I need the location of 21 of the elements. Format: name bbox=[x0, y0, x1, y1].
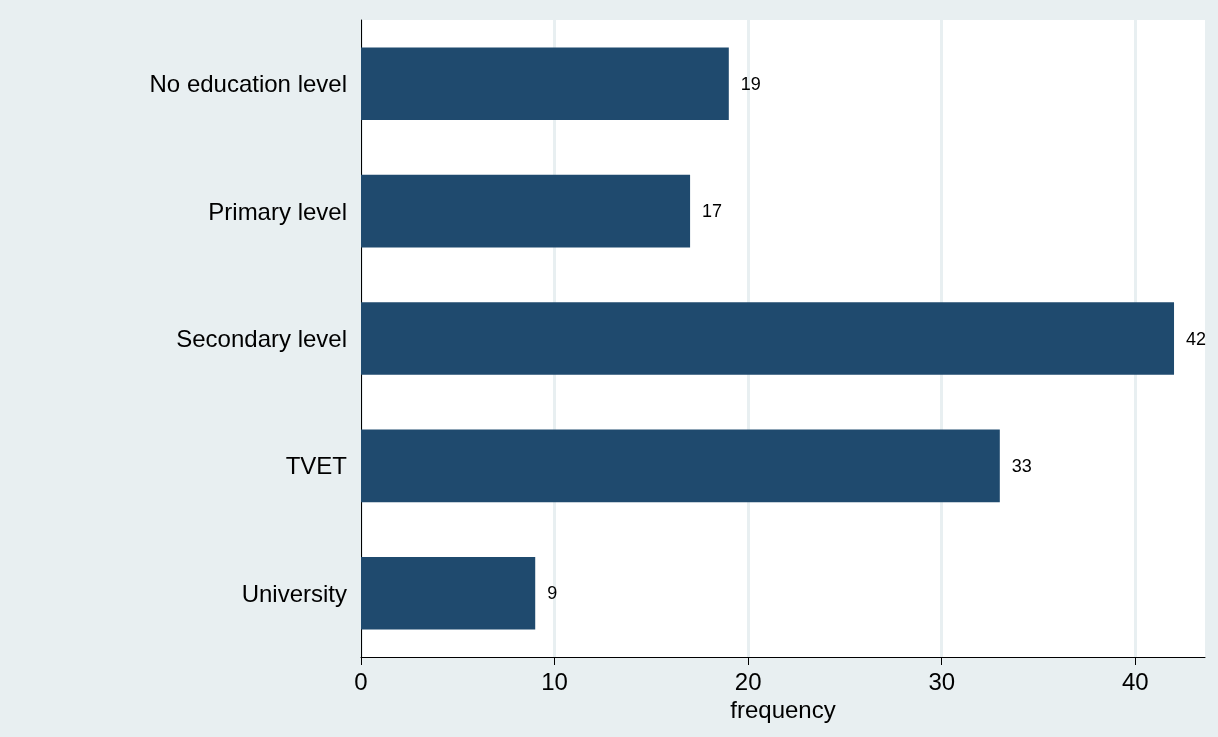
bar bbox=[361, 556, 536, 630]
y-tick-label: No education level bbox=[149, 70, 347, 98]
x-tick-label: 30 bbox=[928, 667, 956, 695]
x-tick-label: 0 bbox=[354, 667, 368, 695]
bar bbox=[361, 429, 1000, 503]
data-label: 42 bbox=[1186, 328, 1207, 349]
y-tick-label: University bbox=[241, 579, 347, 607]
data-label: 33 bbox=[1011, 455, 1032, 476]
data-label: 19 bbox=[740, 73, 761, 94]
bar bbox=[361, 47, 729, 121]
x-axis-title: frequency bbox=[730, 696, 836, 724]
bar bbox=[361, 302, 1175, 375]
x-tick-label: 20 bbox=[734, 667, 762, 695]
data-label: 17 bbox=[702, 201, 723, 222]
x-tick-label: 40 bbox=[1121, 667, 1149, 695]
y-tick-label: Secondary level bbox=[176, 325, 347, 352]
data-label: 9 bbox=[547, 583, 558, 604]
y-tick-label: TVET bbox=[285, 452, 348, 480]
bar bbox=[361, 174, 691, 248]
x-tick-label: 10 bbox=[541, 667, 568, 695]
y-tick-label: Primary level bbox=[208, 197, 347, 225]
